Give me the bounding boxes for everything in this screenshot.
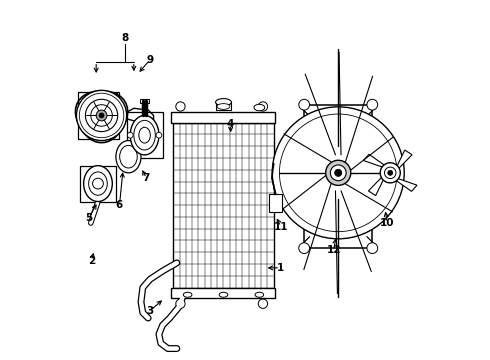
Circle shape [367, 243, 378, 253]
Ellipse shape [139, 127, 150, 143]
Ellipse shape [219, 292, 228, 297]
Ellipse shape [120, 145, 137, 168]
Bar [172, 112, 275, 123]
Ellipse shape [130, 116, 159, 155]
Circle shape [79, 93, 124, 138]
Circle shape [99, 113, 104, 118]
Ellipse shape [84, 166, 112, 202]
Text: 11: 11 [273, 222, 288, 231]
Circle shape [93, 178, 103, 189]
Circle shape [385, 167, 396, 179]
Circle shape [85, 99, 118, 132]
Circle shape [388, 170, 393, 175]
Polygon shape [368, 174, 386, 195]
Circle shape [96, 110, 107, 121]
Bar [216, 102, 231, 110]
Text: 6: 6 [116, 200, 123, 210]
Text: 2: 2 [88, 256, 95, 266]
Bar [126, 112, 163, 158]
Text: 1: 1 [276, 263, 284, 273]
Text: 7: 7 [143, 173, 150, 183]
Ellipse shape [116, 140, 141, 173]
Circle shape [258, 299, 268, 309]
Circle shape [156, 132, 162, 138]
Text: 12: 12 [326, 245, 341, 255]
Text: 4: 4 [227, 120, 234, 129]
Text: 9: 9 [147, 55, 153, 65]
Bar [269, 194, 282, 212]
Bar [304, 105, 372, 248]
Bar [80, 166, 116, 202]
Circle shape [299, 243, 310, 253]
Ellipse shape [134, 120, 155, 150]
Polygon shape [395, 150, 412, 171]
Bar [78, 92, 120, 139]
Circle shape [330, 165, 346, 181]
Text: 10: 10 [380, 218, 394, 228]
Circle shape [176, 299, 185, 309]
Ellipse shape [255, 292, 264, 297]
Bar [140, 99, 149, 103]
Ellipse shape [254, 104, 265, 111]
Circle shape [279, 114, 397, 231]
Text: 8: 8 [121, 33, 128, 43]
Circle shape [272, 107, 404, 239]
Circle shape [258, 102, 268, 111]
Text: 3: 3 [147, 306, 153, 316]
Circle shape [380, 163, 400, 183]
Ellipse shape [217, 104, 230, 109]
Circle shape [127, 132, 133, 138]
Ellipse shape [89, 172, 107, 195]
Polygon shape [364, 154, 389, 169]
Circle shape [326, 160, 351, 185]
Circle shape [76, 90, 126, 140]
Circle shape [335, 169, 342, 176]
Bar [173, 123, 274, 288]
Circle shape [91, 105, 112, 126]
Ellipse shape [183, 292, 192, 297]
Circle shape [367, 99, 378, 110]
Circle shape [176, 102, 185, 111]
Circle shape [299, 99, 310, 110]
Ellipse shape [216, 99, 231, 106]
Polygon shape [392, 177, 417, 192]
Bar [172, 288, 275, 298]
Text: 5: 5 [85, 213, 93, 222]
